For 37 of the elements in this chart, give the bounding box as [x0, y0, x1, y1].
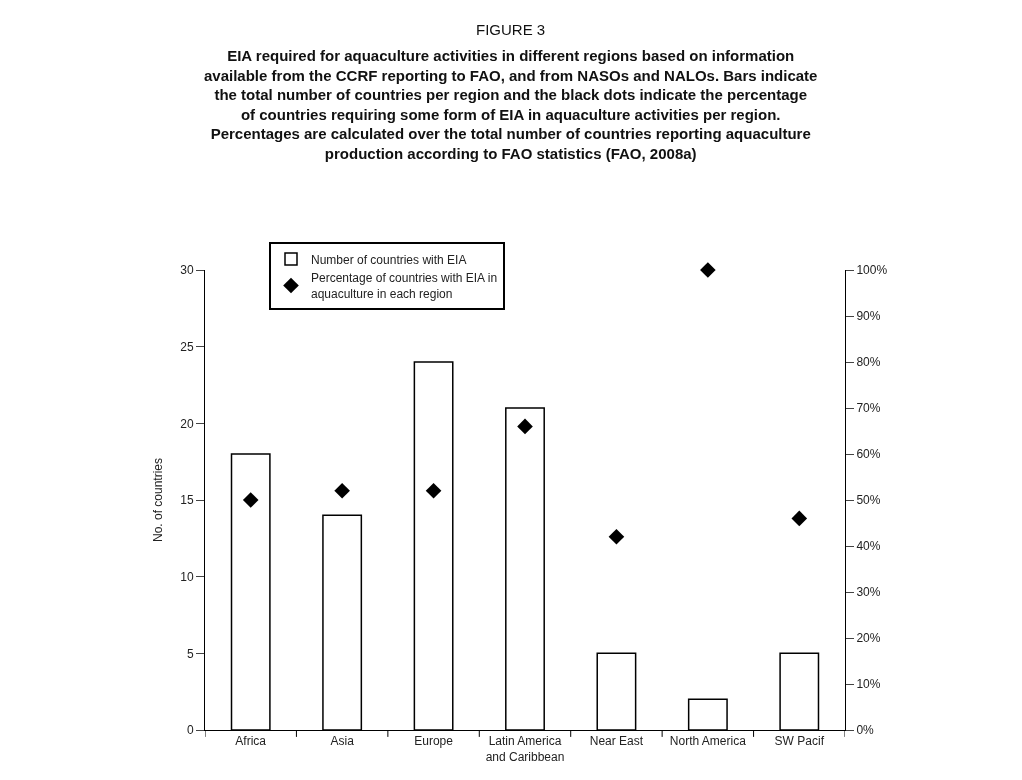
point — [791, 510, 808, 527]
y2-tick-label: 90% — [856, 309, 881, 324]
y2-tick-label: 20% — [856, 631, 881, 646]
y2-tick-label: 40% — [856, 539, 881, 554]
y-tick-label: 0 — [186, 723, 194, 738]
y-tick-label: 30 — [180, 263, 194, 278]
chart-title: FIGURE 3 — [476, 21, 546, 38]
point — [334, 483, 350, 499]
point — [700, 262, 716, 278]
x-tick-label: Near East — [589, 734, 644, 749]
chart-subtitle: EIA required for aquaculture activities in different regions based on information available from the CCRF reporting to FAO, and from NASOs and NALOs. Bars indicate the total number of countries per region and the black dots indicate the percentage of countries requiring some form of EIA in aquaculture activities per region. Percentages are calculated over the total number of countries reporting aquaculture production according to FAO statistics (FAO, 2008a) — [204, 47, 818, 162]
point — [608, 529, 625, 545]
x-tick-label: Europe — [414, 734, 454, 749]
y2-tick-label: 80% — [856, 355, 881, 370]
y-tick-label: 5 — [186, 646, 194, 661]
point — [242, 492, 259, 508]
y-tick-label: 20 — [180, 416, 194, 431]
y2-tick-label: 30% — [856, 585, 881, 600]
y2-tick-label: 60% — [856, 447, 881, 462]
y2-tick-label: 70% — [856, 401, 881, 416]
point — [517, 418, 533, 435]
legend-label: Percentage of countries with EIA in aquaculture in each region — [311, 271, 498, 301]
y-tick-label: 15 — [180, 493, 194, 508]
point — [425, 483, 442, 499]
x-tick-label: Africa — [235, 734, 267, 749]
y-tick-label: 25 — [180, 339, 194, 354]
y2-tick-label: 10% — [856, 677, 881, 692]
y-tick-label: 10 — [180, 569, 194, 584]
x-tick-label: SW Pacif — [774, 734, 825, 749]
y2-tick-label: 0% — [856, 723, 875, 738]
x-tick-label: Asia — [330, 734, 355, 749]
legend-label: Number of countries with EIA — [311, 252, 467, 267]
y2-tick-label: 100% — [856, 263, 888, 278]
y-axis-title: No. of countries — [150, 457, 165, 543]
x-tick-label: Latin America and Caribbean — [485, 734, 565, 764]
x-tick-label: North America — [669, 734, 747, 749]
y2-tick-label: 50% — [856, 493, 881, 508]
